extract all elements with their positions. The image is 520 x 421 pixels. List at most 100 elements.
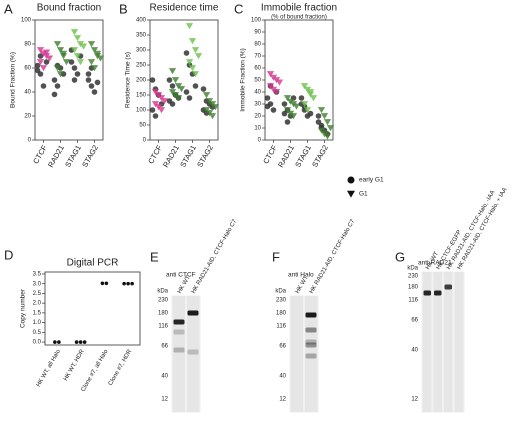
data-point: [264, 95, 271, 101]
y-tick-label: 50: [254, 78, 261, 84]
data-point: [37, 53, 44, 59]
data-point: [34, 67, 41, 74]
y-tick-label: 3.0: [33, 281, 42, 287]
kda-label: kDa: [275, 289, 286, 295]
y-tick-label: 90: [254, 30, 261, 36]
data-point: [188, 38, 197, 45]
data-point: [171, 77, 180, 84]
data-point: [53, 41, 62, 48]
lane-label: HK RAD21-AID, CTCF-Halo, -IAA: [446, 190, 496, 271]
data-point: [281, 101, 288, 107]
data-point: [186, 95, 193, 101]
data-point: [45, 55, 54, 62]
data-point: [298, 95, 305, 101]
blot-title: anti-RAD21: [418, 260, 452, 267]
y-axis-label: Bound Fraction (%): [10, 52, 17, 108]
panel-letter: C: [234, 1, 243, 16]
lane: [454, 272, 463, 412]
panel-title: Digital PCR: [67, 258, 119, 269]
plot-frame: [34, 19, 104, 141]
data-point: [275, 79, 284, 86]
panel-title: Bound fraction: [37, 3, 102, 14]
y-tick-label: 0.0: [33, 340, 42, 346]
marker-label: 66: [279, 344, 286, 350]
data-point: [272, 89, 281, 96]
data-point: [264, 103, 271, 110]
x-tick-label: STAG2: [195, 143, 215, 168]
data-point: [71, 65, 78, 71]
lane: [444, 272, 453, 412]
blot-title: anti Halo: [288, 272, 314, 279]
lane-label: HK RAD21-AID, CTCF-Halo C7: [191, 218, 239, 295]
data-point: [315, 113, 322, 119]
data-point: [104, 281, 109, 286]
data-point: [192, 83, 199, 89]
y-tick-label: 100: [251, 18, 262, 24]
data-point: [152, 113, 159, 119]
data-point: [309, 95, 318, 102]
lane: [187, 296, 199, 412]
y-tick-label: 50: [139, 123, 146, 129]
y-tick-label: 80: [24, 42, 31, 48]
data-point: [266, 83, 275, 90]
y-tick-label: 100: [136, 108, 147, 114]
band: [173, 329, 185, 335]
data-point: [100, 281, 105, 286]
y-axis-label: Residence Time (s): [125, 52, 132, 108]
marker-label: 66: [161, 344, 168, 350]
legend-label: G1: [359, 191, 368, 198]
marker-label: 40: [411, 348, 418, 354]
marker-label: 230: [276, 298, 287, 304]
data-point: [73, 35, 82, 42]
marker-label: 12: [411, 397, 418, 403]
data-point: [78, 340, 83, 344]
data-point: [281, 110, 288, 117]
panel-title: Immobile fraction: [261, 3, 337, 14]
data-point: [90, 47, 99, 54]
data-point: [169, 101, 176, 107]
data-point: [36, 59, 45, 66]
marker-label: 180: [158, 311, 169, 317]
data-point: [191, 71, 200, 78]
marker-label: 66: [411, 318, 418, 324]
data-point: [88, 83, 95, 89]
y-tick-label: 250: [136, 63, 147, 69]
marker-label: 116: [408, 298, 418, 304]
y-tick-label: 40: [254, 90, 261, 96]
data-point: [62, 59, 71, 66]
data-point: [300, 83, 309, 90]
y-tick-label: 0: [28, 138, 32, 144]
band: [444, 284, 452, 290]
data-point: [57, 340, 61, 344]
x-tick-label: HK WT, all Halo: [36, 348, 63, 388]
panel-letter: G: [395, 249, 405, 264]
data-point: [90, 65, 99, 72]
data-point: [307, 110, 314, 117]
panel-letter: B: [119, 1, 128, 16]
data-point: [82, 340, 87, 344]
lane: [173, 296, 185, 412]
y-tick-label: 60: [24, 66, 31, 72]
y-tick-label: 150: [136, 93, 147, 99]
panel-letter: A: [4, 1, 13, 16]
y-tick-label: 2.5: [33, 291, 42, 297]
y-tick-label: 0.5: [33, 330, 42, 336]
band: [423, 290, 431, 296]
band: [305, 312, 317, 318]
data-point: [306, 89, 315, 96]
data-point: [326, 125, 335, 132]
data-point: [51, 91, 58, 98]
data-point: [283, 95, 292, 102]
data-point: [70, 47, 79, 54]
data-point: [85, 77, 92, 83]
data-point: [211, 104, 220, 111]
data-point: [284, 119, 291, 125]
data-point: [320, 113, 329, 120]
data-point: [51, 77, 58, 83]
marker-label: 12: [279, 397, 286, 403]
y-tick-label: 0: [143, 138, 147, 144]
data-point: [202, 92, 211, 99]
band: [305, 327, 317, 333]
data-point: [177, 86, 186, 93]
